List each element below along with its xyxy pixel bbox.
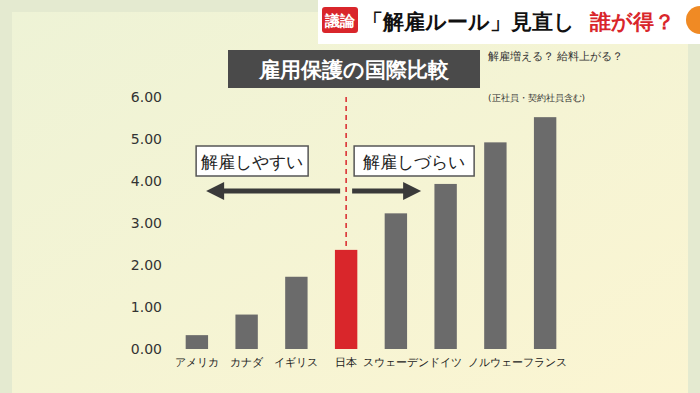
x-tick-label: フランス — [523, 356, 567, 369]
x-tick-label: アメリカ — [175, 356, 219, 369]
y-tick-label: 3.00 — [131, 215, 162, 231]
y-tick — [168, 97, 171, 98]
chart-root: 議論「解雇ルール」見直し誰が得？ 解雇増える？ 給料上がる？ 雇用保護の国際比較 (正… — [0, 0, 700, 393]
bar — [285, 277, 307, 349]
header-panel — [318, 0, 700, 44]
y-tick-label: 5.00 — [131, 131, 162, 147]
y-tick-label: 6.00 — [131, 89, 162, 105]
bar — [335, 250, 357, 349]
arrow-head — [206, 182, 224, 200]
bar — [235, 315, 257, 349]
logo — [686, 6, 700, 34]
y-tick-label: 2.00 — [131, 257, 162, 273]
annotation-box — [354, 146, 474, 176]
title-box — [228, 50, 480, 88]
bars — [186, 117, 557, 349]
x-tick-label: 日本 — [335, 356, 357, 369]
y-tick-label: 4.00 — [131, 173, 162, 189]
y-tick-label: 1.00 — [131, 299, 162, 315]
x-tick-label: カナダ — [230, 356, 264, 369]
arrow-shaft — [352, 189, 406, 194]
board — [12, 12, 688, 393]
x-tick-label: ノルウェー — [468, 356, 523, 369]
bar — [434, 184, 456, 349]
chart-title: 雇用保護の国際比較 — [258, 58, 450, 82]
bar — [484, 142, 506, 349]
background — [0, 0, 700, 393]
bar — [385, 213, 407, 349]
annotation: 解雇しづらい — [363, 152, 465, 172]
headline: 「解雇ルール」見直し — [362, 10, 575, 34]
arrow-shaft — [221, 189, 340, 194]
bar — [186, 335, 208, 349]
x-tick-label: スウェーデン — [363, 356, 429, 369]
y-tick — [168, 139, 171, 140]
annotation: 解雇しやすい — [201, 152, 303, 172]
y-tick — [168, 349, 171, 350]
y-tick — [168, 181, 171, 182]
badge-box — [322, 7, 358, 33]
arrow-head — [403, 182, 421, 200]
y-tick — [168, 265, 171, 266]
x-tick-label: ドイツ — [429, 356, 462, 369]
question: 誰が得？ — [589, 10, 675, 34]
chart-subtitle: (正社員・契約社員含む) — [488, 93, 585, 103]
y-tick-label: 0.00 — [131, 341, 162, 357]
y-tick — [168, 307, 171, 308]
bar — [534, 117, 556, 349]
subheading: 解雇増える？ 給料上がる？ — [488, 50, 624, 63]
annotation-box — [196, 146, 308, 176]
badge: 議論 — [324, 12, 356, 30]
y-tick — [168, 223, 171, 224]
x-tick-label: イギリス — [274, 356, 318, 369]
